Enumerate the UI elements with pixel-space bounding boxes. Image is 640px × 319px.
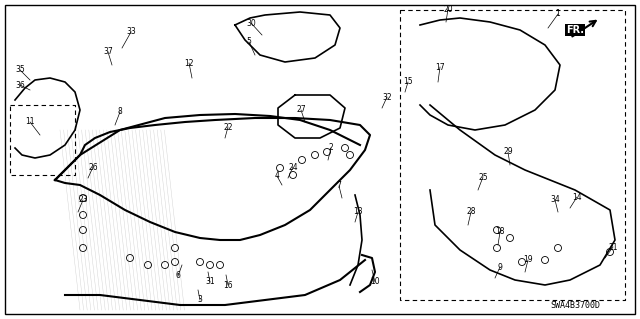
Text: 34: 34 — [550, 196, 560, 204]
Text: 24: 24 — [288, 162, 298, 172]
Text: 35: 35 — [15, 65, 25, 75]
Text: 3: 3 — [198, 295, 202, 305]
Text: 5: 5 — [246, 38, 252, 47]
Text: 31: 31 — [205, 278, 215, 286]
Text: 12: 12 — [184, 58, 194, 68]
Text: 6: 6 — [175, 271, 180, 280]
Text: 28: 28 — [467, 207, 476, 217]
Text: FR.: FR. — [566, 25, 584, 35]
Text: 1: 1 — [556, 10, 561, 19]
Text: 30: 30 — [246, 19, 256, 27]
Text: 20: 20 — [443, 4, 453, 13]
Text: 19: 19 — [523, 256, 533, 264]
Text: 17: 17 — [435, 63, 445, 71]
Text: 15: 15 — [403, 78, 413, 86]
Text: 11: 11 — [25, 117, 35, 127]
Text: 7: 7 — [337, 182, 341, 190]
Text: 2: 2 — [328, 144, 333, 152]
Text: 23: 23 — [78, 196, 88, 204]
Text: 36: 36 — [15, 80, 25, 90]
Text: 33: 33 — [126, 27, 136, 36]
Text: 37: 37 — [103, 48, 113, 56]
Text: 29: 29 — [503, 147, 513, 157]
Text: 18: 18 — [495, 227, 505, 236]
Text: 27: 27 — [296, 106, 306, 115]
Text: 9: 9 — [497, 263, 502, 271]
Text: 16: 16 — [223, 280, 233, 290]
Text: 8: 8 — [118, 108, 122, 116]
Text: 22: 22 — [223, 122, 233, 131]
Text: 21: 21 — [608, 242, 618, 251]
Text: 25: 25 — [478, 173, 488, 182]
Text: 4: 4 — [275, 172, 280, 181]
Text: 14: 14 — [572, 192, 582, 202]
Text: 13: 13 — [353, 207, 363, 217]
Text: SWA4B3700D: SWA4B3700D — [550, 300, 600, 309]
Text: 32: 32 — [382, 93, 392, 101]
Text: 26: 26 — [88, 162, 98, 172]
Text: 10: 10 — [370, 278, 380, 286]
